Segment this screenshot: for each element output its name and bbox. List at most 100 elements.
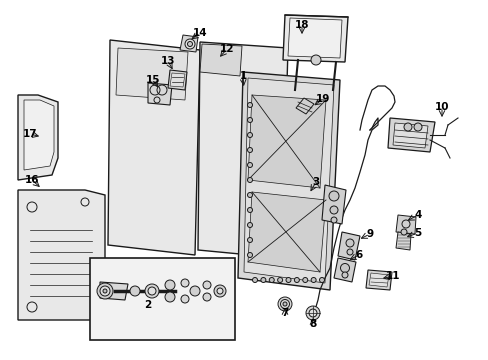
Polygon shape bbox=[18, 190, 105, 320]
Circle shape bbox=[190, 286, 200, 296]
Circle shape bbox=[403, 123, 411, 131]
Circle shape bbox=[247, 148, 252, 153]
Polygon shape bbox=[387, 118, 434, 152]
Text: 6: 6 bbox=[355, 250, 362, 260]
Polygon shape bbox=[295, 98, 313, 114]
Circle shape bbox=[247, 207, 252, 212]
Circle shape bbox=[100, 286, 110, 296]
Text: 16: 16 bbox=[25, 175, 39, 185]
Polygon shape bbox=[287, 18, 341, 58]
Circle shape bbox=[260, 278, 265, 283]
Circle shape bbox=[346, 239, 353, 247]
Polygon shape bbox=[116, 48, 187, 100]
Circle shape bbox=[277, 278, 282, 283]
Circle shape bbox=[103, 289, 107, 293]
Circle shape bbox=[184, 39, 195, 49]
Polygon shape bbox=[108, 40, 200, 255]
Circle shape bbox=[164, 292, 175, 302]
Circle shape bbox=[130, 286, 140, 296]
Polygon shape bbox=[244, 78, 333, 283]
Text: 12: 12 bbox=[219, 44, 234, 54]
Polygon shape bbox=[200, 44, 242, 76]
Text: 19: 19 bbox=[315, 94, 329, 104]
Circle shape bbox=[346, 249, 352, 255]
Polygon shape bbox=[333, 258, 355, 282]
Circle shape bbox=[302, 278, 307, 283]
Circle shape bbox=[329, 206, 337, 214]
Polygon shape bbox=[148, 83, 172, 105]
Circle shape bbox=[294, 278, 299, 283]
Text: 15: 15 bbox=[145, 75, 160, 85]
Text: 17: 17 bbox=[22, 129, 37, 139]
Text: 3: 3 bbox=[312, 177, 319, 187]
Polygon shape bbox=[180, 35, 198, 52]
Circle shape bbox=[181, 279, 189, 287]
Polygon shape bbox=[168, 70, 186, 90]
Text: 2: 2 bbox=[144, 300, 151, 310]
Text: 4: 4 bbox=[413, 210, 421, 220]
Polygon shape bbox=[238, 72, 339, 290]
Circle shape bbox=[328, 191, 338, 201]
Circle shape bbox=[247, 117, 252, 122]
Circle shape bbox=[305, 306, 319, 320]
Polygon shape bbox=[365, 270, 391, 290]
Polygon shape bbox=[170, 73, 184, 87]
Circle shape bbox=[319, 278, 324, 283]
Circle shape bbox=[247, 103, 252, 108]
Text: 1: 1 bbox=[239, 71, 246, 81]
Circle shape bbox=[181, 295, 189, 303]
Circle shape bbox=[247, 177, 252, 183]
Text: 14: 14 bbox=[192, 28, 207, 38]
Circle shape bbox=[340, 264, 349, 273]
Circle shape bbox=[310, 278, 315, 283]
Text: 9: 9 bbox=[366, 229, 373, 239]
Circle shape bbox=[308, 309, 316, 317]
Circle shape bbox=[97, 283, 113, 299]
Circle shape bbox=[247, 162, 252, 167]
Text: 7: 7 bbox=[281, 308, 288, 318]
Circle shape bbox=[214, 285, 225, 297]
Polygon shape bbox=[321, 185, 346, 224]
Circle shape bbox=[413, 123, 421, 131]
Circle shape bbox=[164, 280, 175, 290]
Circle shape bbox=[187, 41, 192, 46]
Circle shape bbox=[330, 217, 336, 223]
Text: 10: 10 bbox=[434, 102, 448, 112]
Circle shape bbox=[285, 278, 290, 283]
Polygon shape bbox=[18, 95, 58, 180]
Circle shape bbox=[278, 297, 291, 311]
Text: 13: 13 bbox=[161, 56, 175, 66]
Circle shape bbox=[247, 252, 252, 257]
Polygon shape bbox=[198, 42, 287, 258]
Circle shape bbox=[148, 287, 156, 295]
Text: 8: 8 bbox=[309, 319, 316, 329]
Circle shape bbox=[203, 281, 210, 289]
Polygon shape bbox=[247, 95, 325, 188]
Circle shape bbox=[269, 278, 274, 283]
Polygon shape bbox=[392, 123, 427, 148]
Polygon shape bbox=[247, 192, 325, 272]
Text: 11: 11 bbox=[385, 271, 400, 281]
Circle shape bbox=[203, 293, 210, 301]
Polygon shape bbox=[395, 215, 415, 234]
Circle shape bbox=[247, 193, 252, 198]
Circle shape bbox=[217, 288, 223, 294]
Polygon shape bbox=[283, 15, 347, 62]
FancyBboxPatch shape bbox=[90, 258, 235, 340]
Circle shape bbox=[252, 278, 257, 283]
Circle shape bbox=[247, 132, 252, 138]
Circle shape bbox=[145, 284, 159, 298]
Text: 5: 5 bbox=[413, 228, 421, 238]
Text: 18: 18 bbox=[294, 20, 308, 30]
Circle shape bbox=[400, 229, 406, 235]
Circle shape bbox=[283, 302, 286, 306]
Polygon shape bbox=[100, 282, 128, 300]
Polygon shape bbox=[395, 232, 410, 250]
Circle shape bbox=[247, 222, 252, 228]
Polygon shape bbox=[337, 232, 359, 260]
Circle shape bbox=[341, 272, 347, 278]
Polygon shape bbox=[368, 273, 388, 287]
Polygon shape bbox=[24, 100, 54, 170]
Circle shape bbox=[247, 238, 252, 243]
Circle shape bbox=[310, 55, 320, 65]
